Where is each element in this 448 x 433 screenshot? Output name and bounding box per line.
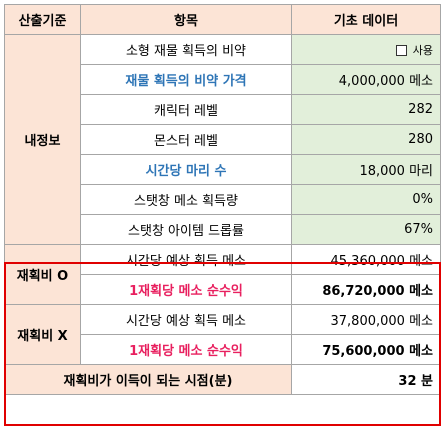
hourly-meso-with-value: 45,360,000 메소 <box>291 244 441 275</box>
category-without-refarm: 재획비 X <box>4 304 81 365</box>
header-row: 산출기준 항목 기초 데이터 <box>4 4 441 35</box>
checkbox-icon[interactable] <box>395 45 407 56</box>
header-item: 항목 <box>80 4 292 35</box>
header-base-data: 기초 데이터 <box>291 4 441 35</box>
potion-price-value[interactable]: 4,000,000 메소 <box>291 64 441 95</box>
table-row: 시간당 마리 수 18,000 마리 <box>5 154 441 185</box>
category-my-info: 내정보 <box>4 34 81 245</box>
meso-rate-value[interactable]: 0% <box>291 184 441 215</box>
table-row: 스탯창 메소 획득량 0% <box>5 184 441 215</box>
table-row: 1재획당 메소 순수익 86,720,000 메소 <box>5 274 441 305</box>
table-row: 몬스터 레벨 280 <box>5 124 441 155</box>
hourly-meso-without-value: 37,800,000 메소 <box>291 304 441 335</box>
item-drop-rate: 스탯창 아이템 드롭률 <box>80 214 292 245</box>
item-monster-level: 몬스터 레벨 <box>80 124 292 155</box>
net-profit-with-value: 86,720,000 메소 <box>291 274 441 305</box>
item-net-profit-without: 1재획당 메소 순수익 <box>80 334 292 365</box>
result-row: 재획비가 이득이 되는 시점(분) 32 분 <box>4 364 441 395</box>
item-character-level: 캐릭터 레벨 <box>80 94 292 125</box>
mobs-per-hour-value[interactable]: 18,000 마리 <box>291 154 441 185</box>
item-hourly-meso-with: 시간당 예상 획득 메소 <box>80 244 292 275</box>
result-label: 재획비가 이득이 되는 시점(분) <box>4 364 292 395</box>
item-hourly-meso-without: 시간당 예상 획득 메소 <box>80 304 292 335</box>
character-level-value[interactable]: 282 <box>291 94 441 125</box>
header-criteria: 산출기준 <box>4 4 81 35</box>
item-small-potion: 소형 재물 획득의 비약 <box>80 34 292 65</box>
result-value: 32 분 <box>291 364 441 395</box>
item-mobs-per-hour: 시간당 마리 수 <box>80 154 292 185</box>
item-net-profit-with: 1재획당 메소 순수익 <box>80 274 292 305</box>
small-potion-checkbox-cell[interactable]: 사용 <box>291 34 441 65</box>
category-with-refarm: 재획비 O <box>4 244 81 305</box>
table-row: 재물 획득의 비약 가격 4,000,000 메소 <box>5 64 441 95</box>
drop-rate-value[interactable]: 67% <box>291 214 441 245</box>
checkbox-label: 사용 <box>412 43 433 57</box>
monster-level-value[interactable]: 280 <box>291 124 441 155</box>
item-meso-rate: 스탯창 메소 획득량 <box>80 184 292 215</box>
table-row: 내정보 소형 재물 획득의 비약 사용 <box>4 34 441 245</box>
table-row: 재획비 O 시간당 예상 획득 메소 45,360,000 메소 <box>4 244 441 305</box>
calculation-table: 산출기준 항목 기초 데이터 내정보 소형 재물 획득의 비약 사용 재물 획득… <box>4 4 441 395</box>
table-row: 재획비 X 시간당 예상 획득 메소 37,800,000 메소 <box>4 304 441 365</box>
net-profit-without-value: 75,600,000 메소 <box>291 334 441 365</box>
item-potion-price: 재물 획득의 비약 가격 <box>80 64 292 95</box>
table-row: 1재획당 메소 순수익 75,600,000 메소 <box>5 334 441 365</box>
table-row: 스탯창 아이템 드롭률 67% <box>5 214 441 245</box>
